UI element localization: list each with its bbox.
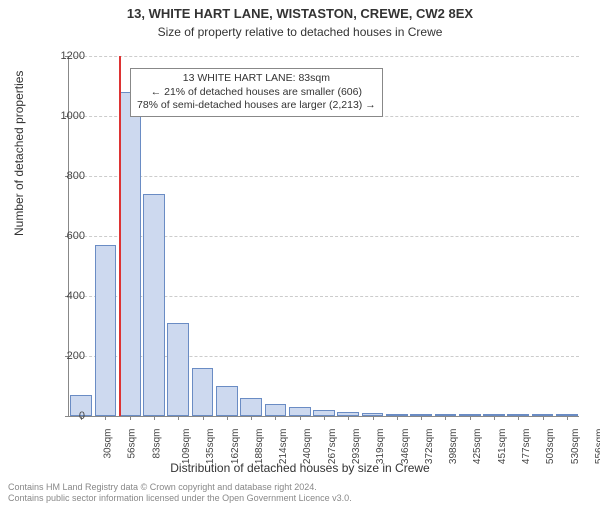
y-tick-label: 1000 — [40, 110, 85, 122]
x-tick-label: 372sqm — [424, 429, 435, 465]
x-tick-label: 556sqm — [594, 429, 600, 465]
x-tick-label: 135sqm — [205, 429, 216, 465]
x-tick — [470, 416, 471, 420]
histogram-bar — [240, 398, 262, 416]
y-tick-label: 1200 — [40, 50, 85, 62]
x-tick — [324, 416, 325, 420]
x-tick — [154, 416, 155, 420]
x-tick-label: 398sqm — [448, 429, 459, 465]
x-tick-label: 30sqm — [103, 429, 114, 459]
x-tick — [300, 416, 301, 420]
x-tick — [421, 416, 422, 420]
x-tick-label: 425sqm — [473, 429, 484, 465]
histogram-bar — [167, 323, 189, 416]
x-tick-label: 188sqm — [254, 429, 265, 465]
x-tick — [348, 416, 349, 420]
y-axis-label: Number of detached properties — [12, 71, 26, 236]
x-tick-label: 267sqm — [327, 429, 338, 465]
footer-line1: Contains HM Land Registry data © Crown c… — [8, 482, 352, 493]
y-tick-label: 400 — [40, 290, 85, 302]
histogram-bar — [119, 92, 141, 416]
x-tick — [373, 416, 374, 420]
chart-subtitle: Size of property relative to detached ho… — [0, 25, 600, 39]
x-tick — [397, 416, 398, 420]
x-tick-label: 109sqm — [181, 429, 192, 465]
x-tick — [518, 416, 519, 420]
y-tick-label: 600 — [40, 230, 85, 242]
x-tick-label: 162sqm — [230, 429, 241, 465]
histogram-bar — [192, 368, 214, 416]
highlight-marker — [119, 56, 121, 416]
x-tick-label: 214sqm — [278, 429, 289, 465]
x-tick — [567, 416, 568, 420]
x-axis-label: Distribution of detached houses by size … — [0, 461, 600, 475]
x-tick-label: 240sqm — [303, 429, 314, 465]
annotation-line1: 13 WHITE HART LANE: 83sqm — [137, 72, 376, 86]
x-tick — [130, 416, 131, 420]
gridline — [69, 56, 579, 57]
x-tick-label: 346sqm — [400, 429, 411, 465]
x-tick — [445, 416, 446, 420]
annotation-line2: ← 21% of detached houses are smaller (60… — [137, 86, 376, 100]
y-tick-label: 200 — [40, 350, 85, 362]
chart-title: 13, WHITE HART LANE, WISTASTON, CREWE, C… — [0, 6, 600, 23]
footer: Contains HM Land Registry data © Crown c… — [8, 482, 352, 504]
x-tick-label: 451sqm — [497, 429, 508, 465]
footer-line2: Contains public sector information licen… — [8, 493, 352, 504]
x-tick-label: 477sqm — [521, 429, 532, 465]
x-tick-label: 293sqm — [351, 429, 362, 465]
x-tick-label: 83sqm — [151, 429, 162, 459]
x-tick-label: 319sqm — [375, 429, 386, 465]
x-tick-label: 530sqm — [570, 429, 581, 465]
x-tick — [178, 416, 179, 420]
annotation-box: 13 WHITE HART LANE: 83sqm ← 21% of detac… — [130, 68, 383, 117]
histogram-bar — [265, 404, 287, 416]
x-tick — [494, 416, 495, 420]
histogram-bar — [289, 407, 311, 416]
x-tick — [227, 416, 228, 420]
x-tick — [275, 416, 276, 420]
annotation-line3: 78% of semi-detached houses are larger (… — [137, 99, 376, 113]
histogram-bar — [143, 194, 165, 416]
x-tick — [203, 416, 204, 420]
x-tick-label: 56sqm — [127, 429, 138, 459]
x-tick — [105, 416, 106, 420]
histogram-bar — [95, 245, 117, 416]
y-tick-label: 0 — [40, 410, 85, 422]
x-tick-label: 503sqm — [545, 429, 556, 465]
histogram-bar — [216, 386, 238, 416]
gridline — [69, 176, 579, 177]
x-tick — [251, 416, 252, 420]
x-tick — [543, 416, 544, 420]
y-tick-label: 800 — [40, 170, 85, 182]
